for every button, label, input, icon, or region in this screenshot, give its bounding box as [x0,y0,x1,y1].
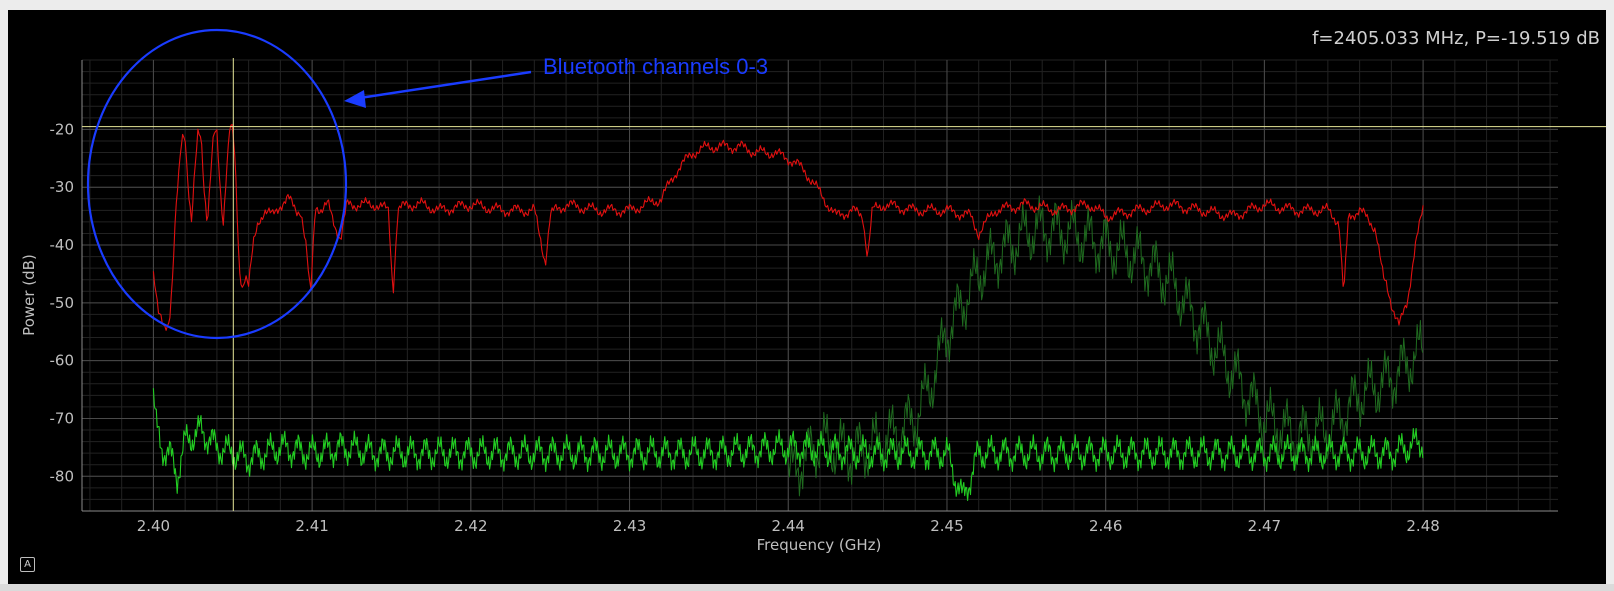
x-tick-label: 2.48 [1406,517,1439,535]
x-tick-label: 2.40 [137,517,170,535]
x-tick-label: 2.46 [1089,517,1122,535]
spectrum-panel: 2.40 2.41 2.42 2.43 2.44 2.45 2.46 2.47 2.48 -20… [8,10,1606,584]
annotation-ellipse [86,28,348,340]
y-tick-label: -70 [50,409,75,427]
y-tick-label: -50 [50,294,75,312]
y-axis-label: Power (dB) [20,254,38,336]
faded-trace [787,195,1424,497]
spectrum-plot[interactable]: 2.40 2.41 2.42 2.43 2.44 2.45 2.46 2.47 2.48 -20… [8,10,1606,584]
bottom-bar [0,584,1614,591]
y-tick-label: -30 [50,178,75,196]
y-tick-label: -60 [50,352,75,370]
x-tick-labels: 2.40 2.41 2.42 2.43 2.44 2.45 2.46 2.47 2.48 [137,517,1440,535]
annotation-arrowhead [344,90,366,108]
y-tick-labels: -20 -30 -40 -50 -60 -70 -80 [50,120,75,485]
y-tick-label: -80 [50,467,75,485]
live-trace [152,388,1424,502]
y-tick-label: -20 [50,120,75,138]
x-tick-label: 2.44 [772,517,805,535]
x-tick-label: 2.47 [1248,517,1281,535]
cursor-readout: f=2405.033 MHz, P=-19.519 dB [1312,28,1600,49]
x-tick-label: 2.43 [613,517,646,535]
x-tick-label: 2.41 [295,517,328,535]
y-tick-label: -40 [50,236,75,254]
spectrum-traces [152,123,1424,502]
max-hold-trace [152,123,1424,331]
x-tick-label: 2.42 [454,517,487,535]
axis-lines [81,60,1558,512]
annotation-layer: Bluetooth channels 0-3 [86,28,768,340]
autoscale-button[interactable]: A [20,557,35,572]
annotation-arrow-line [352,70,532,101]
x-axis-label: Frequency (GHz) [757,536,882,554]
x-tick-label: 2.45 [930,517,963,535]
annotation-label: Bluetooth channels 0-3 [543,54,768,79]
